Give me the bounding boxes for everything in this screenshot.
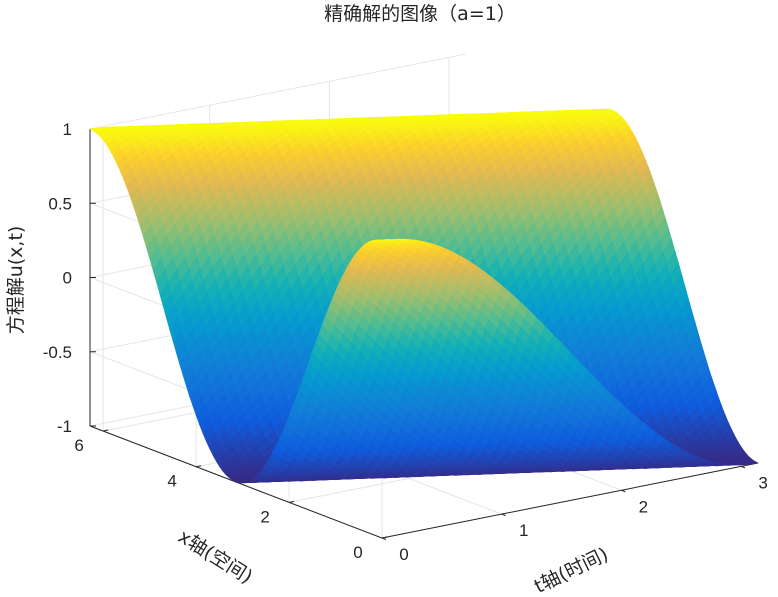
tick-mark <box>501 513 506 517</box>
tick-mark <box>196 465 202 468</box>
x-tick-label: 6 <box>74 436 83 455</box>
z-tick-label: -0.5 <box>43 343 72 362</box>
tick-mark <box>288 500 295 503</box>
t-axis-line <box>381 462 759 539</box>
z-tick-label: 1 <box>63 120 72 139</box>
surface-patch <box>378 239 391 242</box>
t-axis-label: t轴(时间) <box>531 543 612 597</box>
tick-labels: 0 1 2 3 0 2 4 6-1 -0.5 0 0.5 1 <box>43 120 768 564</box>
t-tick-label: 3 <box>758 473 767 492</box>
z-axis-label: 方程解u(x,t) <box>5 226 27 335</box>
x-tick-label: 4 <box>167 472 176 491</box>
t-tick-label: 1 <box>519 521 528 540</box>
grid-line <box>89 53 467 130</box>
tick-mark <box>740 465 746 469</box>
t-tick-label: 0 <box>399 545 408 564</box>
x-tick-label: 2 <box>260 507 269 526</box>
z-tick-label: 0 <box>63 269 72 288</box>
tick-mark <box>103 429 109 432</box>
tick-mark <box>381 536 388 539</box>
surface-patches <box>89 108 759 484</box>
chart-title: 精确解的图像（a=1） <box>324 3 516 25</box>
x-axis-label: x轴(空间) <box>174 526 256 589</box>
z-tick-label: -1 <box>57 417 72 436</box>
tick-mark <box>621 489 626 493</box>
t-tick-label: 2 <box>639 497 648 516</box>
x-tick-label: 0 <box>353 543 362 562</box>
z-tick-label: 0.5 <box>48 194 72 213</box>
